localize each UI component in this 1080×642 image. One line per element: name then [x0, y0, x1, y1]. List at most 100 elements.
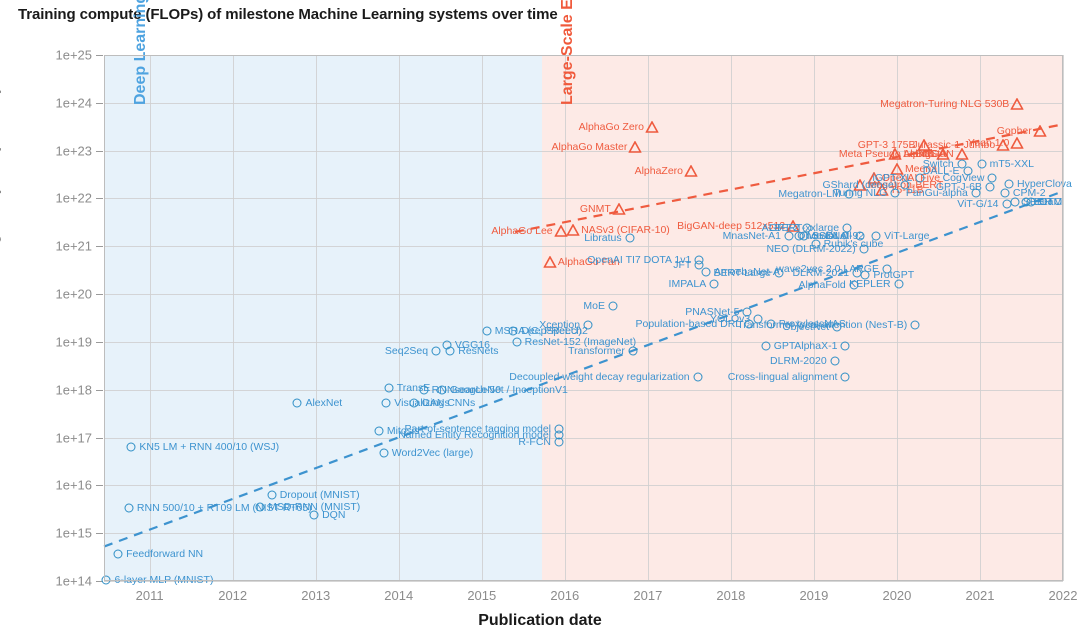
y-tick-label: 1e+21 [55, 238, 92, 254]
point-label: CogView [942, 172, 985, 185]
x-tick-label: 2019 [799, 588, 829, 603]
point-label: KN5 LM + RNN 400/10 (WSJ) [139, 440, 280, 453]
triangle-marker-icon [1033, 124, 1047, 137]
point-label: AlphaStar [903, 148, 950, 161]
circle-marker-icon [431, 346, 441, 356]
point-label: DQN [322, 508, 346, 521]
circle-marker-icon [910, 320, 920, 330]
triangle-marker-icon [645, 120, 659, 133]
point-label: AlphaZero [634, 164, 684, 177]
point-label: wave2vec 2.0 LARGE [776, 262, 879, 275]
y-tick-mark [96, 55, 103, 56]
y-tick-mark [96, 437, 103, 439]
y-tick-label: 1e+20 [55, 286, 92, 302]
point-label: Libratus [584, 231, 622, 244]
point-label: IMPALA [668, 277, 707, 290]
gridline-horizontal [104, 198, 1063, 200]
point-label: SSD1.0 [811, 229, 849, 242]
point-label: Decoupled weight decay regularization [509, 370, 690, 383]
point-label: PanGu-alpha [905, 186, 968, 199]
y-tick-mark [96, 581, 103, 582]
point-label: MnasNet-92 [806, 229, 865, 242]
point-label: R-FCN [518, 436, 551, 449]
circle-marker-icon [900, 180, 910, 190]
x-tick-label: 2014 [384, 588, 414, 603]
triangle-marker-icon [786, 220, 800, 232]
circle-marker-icon [381, 398, 391, 408]
point-label: GShard (dense) [822, 178, 898, 191]
circle-marker-icon [608, 301, 618, 311]
y-tick-label: 1e+18 [55, 382, 92, 398]
point-label: Rubik's cube [823, 237, 884, 250]
circle-marker-icon [742, 307, 752, 317]
circle-marker-icon [985, 182, 995, 191]
triangle-marker-icon [888, 148, 902, 161]
circle-marker-icon [508, 326, 518, 336]
point-label: MSRA (C, PReLU) [494, 325, 582, 338]
era-label-large-scale: Large-Scale Era [558, 0, 576, 106]
circle-marker-icon [855, 231, 865, 241]
point-label: Switch [922, 157, 954, 170]
gridline-vertical [1063, 55, 1064, 581]
circle-marker-icon [774, 268, 784, 278]
point-label: ObjectNet [782, 320, 830, 333]
point-label: MSD-RNN (MNIST) [268, 500, 361, 513]
x-tick-label: 2016 [550, 588, 580, 603]
point-label: Cross-lingual alignment [727, 370, 838, 383]
x-tick-label: 2017 [633, 588, 663, 603]
point-label: BERT-Large [713, 266, 772, 279]
y-tick-label: 1e+16 [55, 477, 92, 493]
circle-marker-icon [1026, 197, 1036, 207]
y-tick-mark [96, 150, 103, 152]
gridline-horizontal [104, 485, 1063, 487]
point-label: SEER [1022, 196, 1052, 209]
point-label: Feedforward NN [126, 547, 204, 560]
point-label: Seq2Seq [384, 344, 429, 357]
circle-marker-icon [971, 188, 981, 198]
circle-marker-icon [830, 356, 840, 366]
point-label: ALBERT-xxlarge [761, 221, 840, 234]
circle-marker-icon [625, 233, 635, 243]
y-tick-label: 1e+17 [55, 430, 92, 446]
point-label: GLaM [1033, 196, 1063, 209]
gridline-horizontal [104, 102, 1063, 104]
point-label: DeepSpeech2 [521, 325, 588, 338]
circle-marker-icon [844, 189, 854, 199]
point-label: AlphaGo Master [551, 141, 628, 154]
triangle-marker-icon [996, 138, 1010, 151]
point-label: AlexNet [305, 396, 343, 409]
triangle-marker-icon [1010, 137, 1024, 150]
point-label: Xception [539, 318, 581, 331]
point-label: GPT-2 [768, 221, 800, 234]
point-label: NEO (DLRM-2022) [766, 242, 856, 255]
point-label: BigGAN [915, 148, 954, 161]
y-tick-mark [96, 485, 103, 487]
circle-marker-icon [766, 319, 776, 329]
circle-marker-icon [583, 320, 593, 330]
triangle-marker-icon [543, 256, 557, 268]
circle-marker-icon [882, 264, 892, 274]
point-label: Megatron-LM [778, 187, 841, 200]
circle-marker-icon [512, 337, 522, 347]
circle-marker-icon [1000, 188, 1010, 198]
point-label: Part-of-sentence tagging model [404, 422, 551, 435]
point-label: KEPLER [849, 277, 891, 290]
y-tick-mark [96, 389, 103, 391]
y-tick-mark [96, 294, 103, 296]
circle-marker-icon [409, 398, 419, 408]
point-label: DALL-E [922, 164, 960, 177]
plot-border-bottom [104, 580, 1063, 581]
point-label: VGG16 [454, 339, 490, 351]
triangle-marker-icon [1010, 97, 1024, 110]
point-label: mT5-XXL [989, 157, 1034, 170]
point-label: Dropout (MNIST) [279, 488, 360, 501]
circle-marker-icon [374, 426, 384, 436]
circle-marker-icon [628, 346, 638, 356]
circle-marker-icon [709, 279, 719, 289]
point-label: OpenAI TI7 DOTA 1v1 [587, 253, 692, 266]
triangle-marker-icon [612, 202, 626, 215]
x-tick-label: 2018 [716, 588, 746, 603]
circle-marker-icon [842, 223, 852, 233]
y-tick-label: 1e+15 [55, 525, 92, 541]
point-label: GPT [773, 339, 796, 352]
